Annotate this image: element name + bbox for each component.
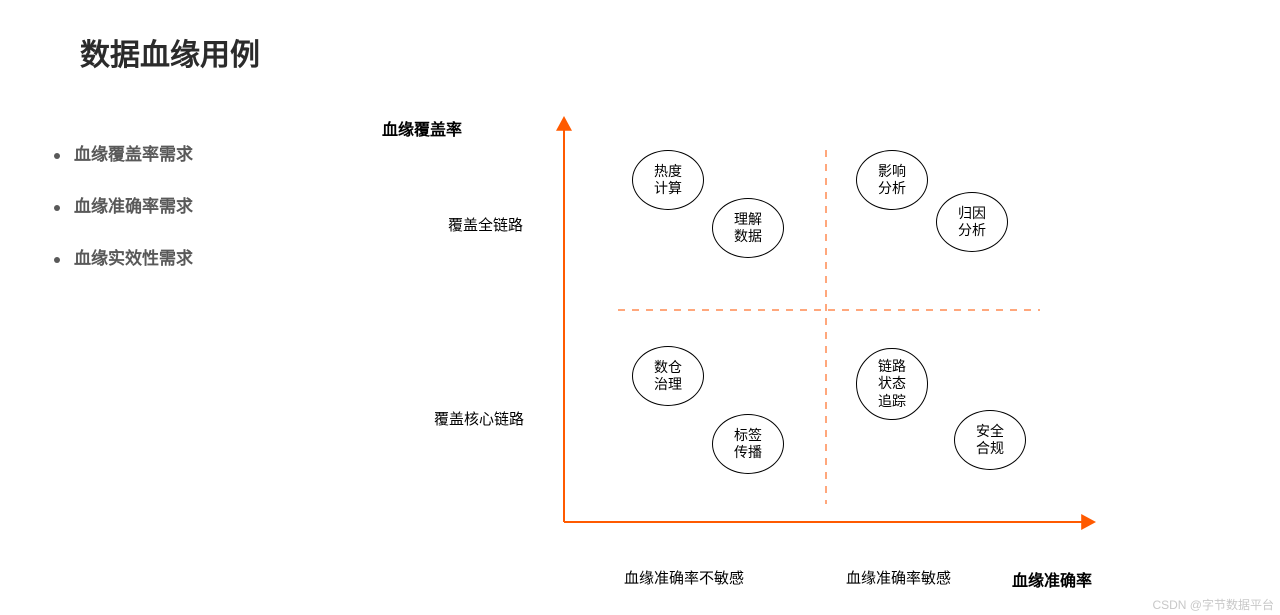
y-tick-low: 覆盖核心链路 <box>434 408 524 429</box>
x-axis-label: 血缘准确率 <box>1012 567 1092 591</box>
node-heat-calc: 热度 计算 <box>632 150 704 210</box>
slide-root: 数据血缘用例 血缘覆盖率需求 血缘准确率需求 血缘实效性需求 血缘覆盖率 血缘准… <box>0 0 1280 615</box>
x-tick-right: 血缘准确率敏感 <box>846 567 951 588</box>
watermark-text: CSDN @字节数据平台 <box>1152 596 1274 613</box>
node-understand: 理解 数据 <box>712 198 784 258</box>
x-tick-left: 血缘准确率不敏感 <box>624 567 744 588</box>
y-axis-label: 血缘覆盖率 <box>382 116 462 140</box>
node-dw-governance: 数仓 治理 <box>632 346 704 406</box>
y-tick-high: 覆盖全链路 <box>448 214 523 235</box>
node-attribution: 归因 分析 <box>936 192 1008 252</box>
node-impact: 影响 分析 <box>856 150 928 210</box>
node-link-status: 链路 状态 追踪 <box>856 348 928 420</box>
y-axis-arrow-icon <box>556 116 572 131</box>
node-security: 安全 合规 <box>954 410 1026 470</box>
x-axis-arrow-icon <box>1081 514 1096 530</box>
node-tag-propagate: 标签 传播 <box>712 414 784 474</box>
quadrant-axes <box>0 0 1280 615</box>
